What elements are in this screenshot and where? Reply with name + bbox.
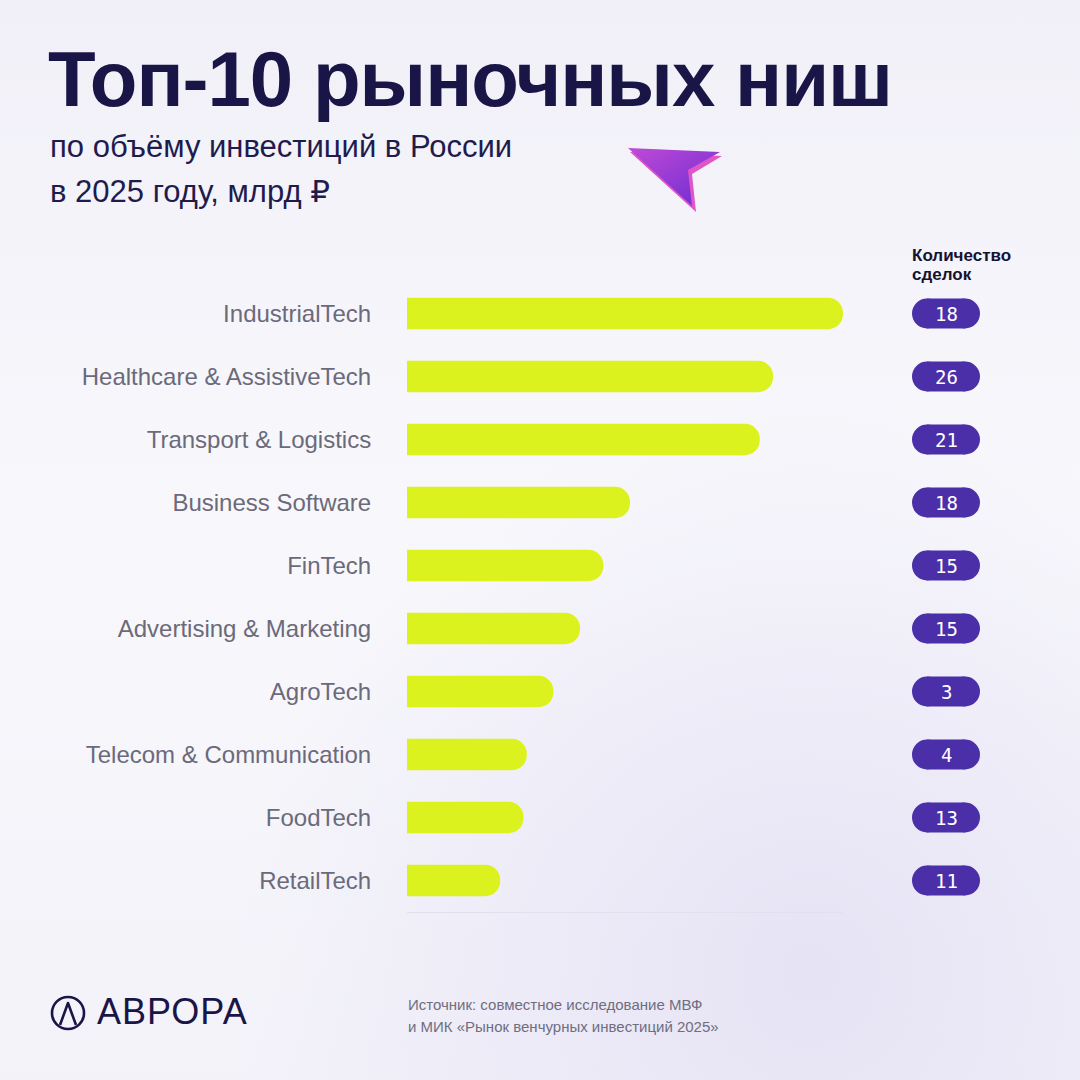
svg-text:Transport & Logistics: Transport & Logistics	[147, 426, 372, 453]
html-text:АВРОРА: АВРОРА	[97, 991, 248, 1032]
html-text:по объёму инвестиций в России: по объёму инвестиций в России в 2025 год…	[50, 129, 513, 209]
svg-text:18: 18	[935, 492, 958, 514]
html-text:Источник: совместное исследова: Источник: совместное исследование МВФ и …	[408, 996, 719, 1035]
svg-text:26: 26	[935, 366, 958, 388]
html-text:Топ-10 рыночных ниш: Топ-10 рыночных ниш	[48, 35, 893, 123]
html-text:Количество сделок: Количество сделок	[912, 246, 1012, 284]
svg-text:FinTech: FinTech	[287, 552, 371, 579]
svg-text:15: 15	[935, 618, 958, 640]
svg-text:Advertising & Marketing: Advertising & Marketing	[118, 615, 371, 642]
svg-text:AgroTech: AgroTech	[270, 678, 371, 705]
svg-text:FoodTech: FoodTech	[266, 804, 371, 831]
svg-text:15: 15	[935, 555, 958, 577]
svg-text:13: 13	[935, 807, 958, 829]
svg-text:21: 21	[935, 429, 958, 451]
svg-text:18: 18	[935, 303, 958, 325]
svg-text:IndustrialTech: IndustrialTech	[223, 300, 371, 327]
svg-text:RetailTech: RetailTech	[259, 867, 371, 894]
svg-text:11: 11	[935, 870, 958, 892]
svg-text:Telecom & Communication: Telecom & Communication	[86, 741, 371, 768]
svg-text:Business Software: Business Software	[172, 489, 371, 516]
svg-text:Healthcare & AssistiveTech: Healthcare & AssistiveTech	[82, 363, 371, 390]
svg-text:3: 3	[941, 681, 952, 703]
svg-text:4: 4	[941, 744, 952, 766]
